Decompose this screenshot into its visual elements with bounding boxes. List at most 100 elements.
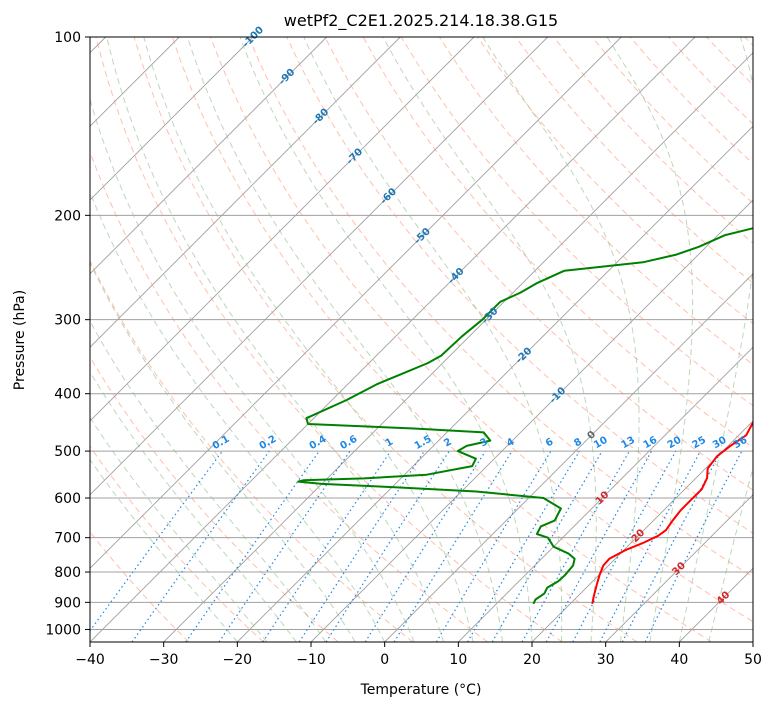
x-tick-label: −10	[296, 652, 326, 668]
x-tick-label: −20	[223, 652, 253, 668]
y-tick-label: 100	[54, 30, 81, 46]
mixing-ratio-line	[599, 450, 702, 642]
x-tick-label: −30	[149, 652, 179, 668]
dry-adiabat-line	[744, 37, 753, 47]
isotherm-line	[90, 37, 254, 201]
dry-adiabat-line	[90, 445, 264, 642]
x-tick-label: 20	[523, 652, 541, 668]
y-tick-label: 300	[54, 313, 81, 329]
isotherms	[90, 37, 753, 642]
dry-adiabat-line	[286, 37, 753, 534]
mixing-ratio-line	[364, 450, 486, 642]
y-axis-ticks: 100 200 300 400 500 600 700 800 900 1000	[45, 30, 90, 638]
isotherm-line	[90, 37, 622, 569]
moist-adiabat-line	[482, 37, 640, 642]
temperature-profile-line	[591, 420, 753, 604]
mixing-ratio-label: 2	[442, 436, 454, 449]
mixing-ratio-line	[298, 450, 425, 642]
dry-adiabat-line	[438, 37, 753, 366]
isotherm-label: 30	[670, 560, 688, 578]
isotherm-label: -80	[311, 107, 332, 128]
moist-adiabat-line	[239, 37, 533, 642]
isotherm-line	[384, 273, 753, 642]
isotherm-label: -90	[277, 67, 298, 88]
dry-adiabat-line	[90, 356, 339, 642]
dry-adiabat-line	[324, 37, 753, 491]
mixing-ratio-line	[131, 450, 270, 642]
moist-adiabat-line	[90, 416, 268, 642]
y-tick-label: 600	[54, 491, 81, 507]
dry-adiabats	[90, 37, 753, 642]
isotherm-line	[90, 37, 475, 422]
moist-adiabat-line	[678, 37, 753, 642]
isotherm-label: -30	[480, 306, 501, 327]
x-axis-ticks: −40 −30 −20 −10 0 10 20 30 40 50	[75, 642, 762, 668]
x-axis-label: Temperature (°C)	[360, 682, 482, 698]
isotherm-label: 40	[715, 590, 733, 608]
mixing-ratio-label: 8	[572, 436, 584, 449]
moist-adiabat-line	[90, 458, 238, 642]
isotherm-label: -10	[548, 385, 569, 406]
mixing-ratio-line	[435, 450, 552, 642]
moist-adiabat-line	[90, 320, 327, 642]
y-tick-label: 900	[54, 595, 81, 611]
mixing-ratio-line	[262, 450, 392, 642]
chart-title: wetPf2_C2E1.2025.214.18.38.G15	[284, 11, 558, 31]
mixing-ratio-line	[90, 450, 223, 632]
mixing-ratio-label: 1	[384, 436, 396, 449]
dry-adiabat-line	[248, 37, 753, 578]
y-tick-label: 1000	[45, 622, 81, 638]
y-tick-label: 400	[54, 387, 81, 403]
dry-adiabat-line	[133, 37, 638, 642]
isotherm-line	[90, 37, 549, 496]
mixing-ratio-label: 4	[505, 436, 517, 449]
moist-adiabat-line	[90, 261, 356, 642]
mixing-ratio-line	[521, 450, 631, 642]
mixing-ratio-line	[325, 450, 450, 642]
isotherm-line	[752, 641, 753, 642]
moist-adiabat-line	[90, 190, 386, 642]
dry-adiabat-line	[90, 150, 488, 642]
x-tick-label: −40	[75, 652, 105, 668]
moist-adiabat-line	[90, 370, 297, 642]
dry-adiabat-line	[171, 37, 712, 642]
dry-adiabat-line	[668, 37, 753, 125]
isotherm-line	[457, 346, 753, 642]
y-axis-label: Pressure (hPa)	[12, 290, 28, 390]
isotherm-label: -60	[378, 186, 399, 207]
x-tick-label: 10	[449, 652, 467, 668]
y-tick-label: 500	[54, 444, 81, 460]
mixing-ratio-label: 6	[544, 436, 556, 449]
mixing-ratio-label: 3	[478, 436, 490, 449]
mixing-ratio-label: 25	[691, 435, 709, 452]
mixing-ratio-label: 13	[619, 435, 637, 452]
moist-adiabat-line	[708, 465, 753, 642]
mixing-ratio-line	[218, 450, 351, 642]
mixing-ratio-line	[572, 450, 677, 642]
mixing-ratio-label: 0.4	[308, 434, 329, 452]
y-tick-label: 800	[54, 565, 81, 581]
mixing-ratio-label: 36	[732, 435, 750, 452]
x-tick-label: 0	[380, 652, 389, 668]
mixing-ratio-label: 0.2	[258, 434, 279, 452]
isotherm-line	[605, 494, 753, 642]
isotherm-label: -40	[446, 266, 467, 287]
isotherm-label: 10	[594, 490, 612, 508]
moist-adiabat-line	[606, 37, 694, 642]
x-tick-label: 50	[744, 652, 762, 668]
mixing-ratio-label: 0.1	[211, 434, 232, 452]
y-tick-label: 200	[54, 208, 81, 224]
mixing-ratio-line	[644, 450, 743, 642]
dry-adiabat-line	[210, 37, 753, 623]
isotherm-label: -70	[345, 147, 366, 168]
x-tick-label: 30	[597, 652, 615, 668]
moist-adiabat-line	[143, 37, 474, 642]
isotherm-line	[678, 567, 753, 642]
isotherm-line	[90, 37, 328, 275]
moist-adiabat-line	[90, 97, 415, 642]
isotherm-line	[236, 125, 753, 642]
mixing-ratio-line	[393, 450, 513, 642]
moist-adiabat-line	[187, 37, 503, 642]
moist-adiabat-line	[106, 37, 445, 642]
